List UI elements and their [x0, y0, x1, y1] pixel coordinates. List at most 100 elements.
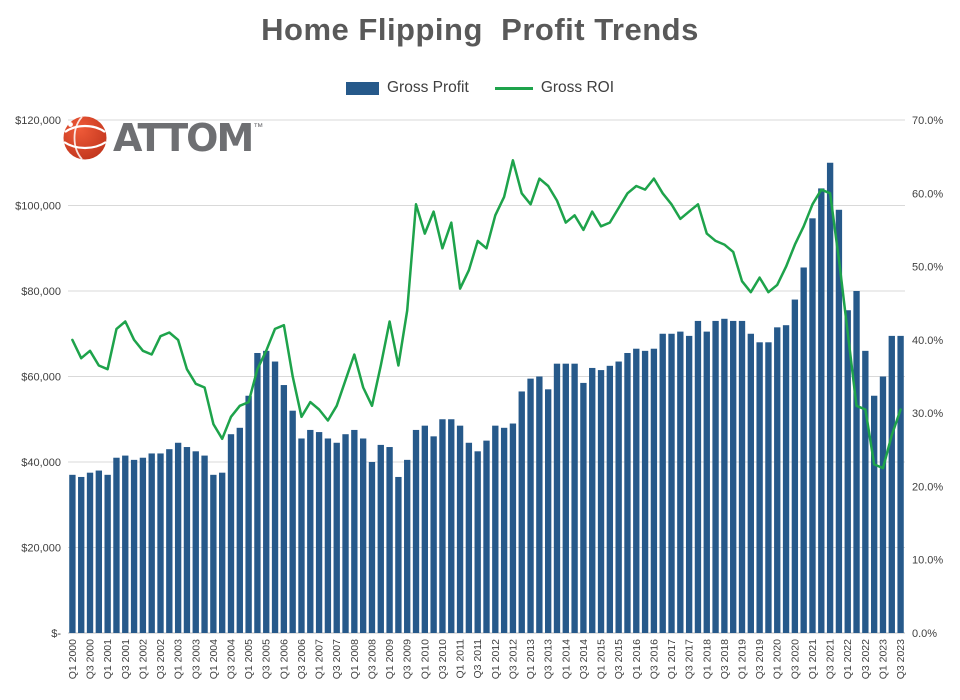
gross-profit-bar	[633, 348, 640, 633]
gross-profit-bar	[395, 476, 402, 633]
legend-label-gross-profit: Gross Profit	[386, 79, 469, 96]
x-tick-label: Q3 2010	[437, 639, 449, 679]
y-right-tick-label: 20.0%	[912, 481, 943, 493]
gross-profit-bar	[174, 442, 182, 633]
x-tick-label: Q3 2004	[225, 639, 237, 679]
x-tick-label: Q1 2008	[349, 639, 361, 679]
gross-profit-bar	[615, 361, 622, 633]
gross-profit-bar	[86, 472, 94, 633]
gross-profit-bar	[386, 447, 393, 633]
gross-profit-bar	[324, 438, 332, 633]
gross-profit-bar	[835, 209, 843, 633]
gross-profit-bar	[130, 459, 138, 633]
gross-profit-bar	[236, 427, 243, 633]
gross-profit-bar	[456, 425, 464, 633]
x-tick-label: Q1 2012	[490, 639, 502, 679]
gross-profit-bar	[650, 348, 658, 633]
gross-profit-bar	[351, 429, 358, 633]
x-tick-label: Q1 2023	[877, 639, 889, 679]
gross-profit-bar	[897, 335, 904, 633]
y-left-tick-label: $40,000	[21, 457, 61, 469]
x-tick-label: Q3 2022	[860, 639, 872, 679]
gross-profit-bar	[879, 376, 887, 633]
x-tick-label: Q3 2003	[190, 639, 202, 679]
x-tick-label: Q1 2016	[631, 639, 643, 679]
gross-profit-bar	[483, 440, 490, 633]
gross-profit-bar	[562, 363, 569, 633]
gross-profit-bar	[756, 342, 763, 633]
gross-profit-bar	[122, 455, 129, 633]
x-tick-label: Q3 2011	[472, 639, 484, 679]
gross-profit-bar	[844, 310, 851, 633]
gross-profit-bar	[315, 432, 323, 633]
x-tick-label: Q1 2005	[243, 639, 255, 679]
gross-profit-swatch-icon	[345, 81, 379, 95]
gross-profit-bar	[571, 363, 578, 633]
x-tick-label: Q3 2015	[613, 639, 625, 679]
gross-profit-bar	[782, 325, 790, 633]
gross-profit-bar	[765, 342, 772, 633]
legend-item-gross-profit: Gross Profit	[345, 79, 469, 97]
x-tick-label: Q1 2000	[67, 639, 79, 679]
gross-profit-bar	[359, 438, 367, 633]
gross-profit-bar	[280, 385, 288, 633]
gross-profit-bar	[183, 447, 191, 633]
gross-profit-bar	[69, 474, 76, 633]
gross-profit-bar	[157, 453, 164, 633]
x-tick-label: Q3 2008	[366, 639, 378, 679]
x-tick-label: Q3 2014	[578, 639, 590, 679]
gross-profit-bar	[712, 320, 719, 633]
x-tick-label: Q3 2019	[754, 639, 766, 679]
gross-profit-bar	[342, 434, 349, 633]
x-tick-label: Q1 2018	[701, 639, 713, 679]
gross-profit-bar	[694, 320, 702, 633]
gross-profit-bar	[421, 425, 428, 633]
y-left-tick-label: $120,000	[15, 115, 61, 127]
gross-profit-bar	[113, 457, 120, 633]
x-tick-label: Q1 2007	[314, 639, 326, 679]
gross-profit-bar	[404, 459, 411, 633]
y-right-tick-label: 0.0%	[912, 628, 937, 640]
gross-profit-bar	[289, 410, 296, 633]
x-tick-label: Q3 2000	[85, 639, 97, 679]
x-tick-label: Q3 2007	[331, 639, 343, 679]
gross-profit-bar	[192, 451, 199, 633]
x-tick-label: Q3 2016	[648, 639, 660, 679]
gross-profit-bar	[377, 444, 384, 633]
x-tick-label: Q1 2019	[737, 639, 749, 679]
gross-profit-bar	[148, 453, 155, 633]
gross-profit-bar	[826, 162, 834, 633]
x-tick-label: Q1 2004	[208, 639, 220, 679]
gross-profit-bar	[580, 382, 587, 633]
gross-profit-bar	[870, 395, 878, 633]
gross-roi-line	[71, 159, 902, 470]
gross-profit-bar	[439, 419, 446, 633]
gross-profit-bar	[509, 423, 517, 633]
y-left-tick-label: $20,000	[21, 543, 61, 555]
x-tick-label: Q3 2023	[895, 639, 907, 679]
gross-profit-bar	[747, 333, 754, 633]
y-left-tick-label: $60,000	[21, 372, 61, 384]
gross-profit-bar	[685, 335, 693, 633]
attom-logo-tm: ™	[253, 122, 264, 133]
gross-profit-bar	[104, 474, 111, 633]
gross-profit-bar	[78, 476, 85, 633]
gross-profit-bar	[298, 438, 305, 633]
gross-profit-bar	[606, 365, 614, 633]
x-tick-label: Q1 2013	[525, 639, 537, 679]
x-tick-label: Q3 2005	[261, 639, 273, 679]
gross-profit-bar	[862, 350, 869, 633]
gross-profit-bar	[721, 318, 728, 633]
chart-title: Home Flipping Profit Trends	[261, 12, 699, 47]
gross-profit-bar	[368, 462, 376, 633]
x-tick-label: Q1 2002	[137, 639, 149, 679]
gross-profit-bar	[271, 361, 279, 633]
gross-profit-bar	[791, 299, 799, 633]
gross-profit-bar	[500, 427, 508, 633]
y-left-tick-label: $100,000	[15, 201, 61, 213]
gross-profit-bar	[730, 320, 737, 633]
gross-profit-bar	[245, 395, 252, 633]
x-tick-label: Q3 2009	[402, 639, 414, 679]
gross-profit-bar	[210, 474, 217, 633]
